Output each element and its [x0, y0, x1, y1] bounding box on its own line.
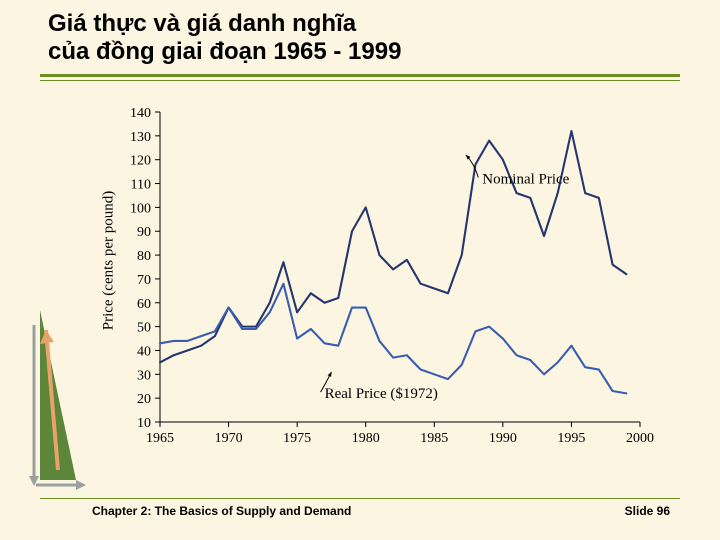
- svg-text:Nominal Price: Nominal Price: [482, 172, 569, 188]
- svg-text:1995: 1995: [557, 431, 585, 446]
- svg-text:10: 10: [137, 416, 151, 431]
- svg-text:20: 20: [137, 392, 151, 407]
- svg-text:140: 140: [130, 106, 151, 121]
- svg-text:1975: 1975: [283, 431, 311, 446]
- svg-text:1990: 1990: [489, 431, 517, 446]
- svg-text:110: 110: [131, 178, 151, 193]
- footer-rule: [40, 498, 680, 499]
- footer-right-text: Slide 96: [625, 504, 670, 518]
- svg-text:70: 70: [137, 273, 151, 288]
- svg-text:80: 80: [137, 249, 151, 264]
- chart-svg: 10 20 30 40 50 60 70 80 90 100 110 120 130 140 1965 197…: [100, 100, 660, 460]
- title-line1: Giá thực và giá danh nghĩa: [48, 10, 356, 37]
- svg-text:40: 40: [137, 344, 151, 359]
- title-block: Giá thực và giá danh nghĩa của đồng giai…: [48, 10, 680, 65]
- slide-title: Giá thực và giá danh nghĩa của đồng giai…: [48, 10, 680, 65]
- title-rule-thin: [40, 80, 680, 81]
- svg-text:2000: 2000: [626, 431, 654, 446]
- svg-text:1965: 1965: [146, 431, 174, 446]
- title-line2: của đồng giai đoạn 1965 - 1999: [48, 38, 401, 65]
- footer-left-text: Chapter 2: The Basics of Supply and Dema…: [92, 504, 351, 518]
- slide: Giá thực và giá danh nghĩa của đồng giai…: [0, 0, 720, 540]
- svg-text:130: 130: [130, 130, 151, 145]
- svg-text:50: 50: [137, 321, 151, 336]
- title-rule-thick: [40, 74, 680, 77]
- svg-text:120: 120: [130, 154, 151, 169]
- footer: Chapter 2: The Basics of Supply and Dema…: [0, 498, 720, 522]
- chart: Price (cents per pound) 10 20 30 40 50 60 70 80…: [100, 100, 660, 460]
- svg-text:100: 100: [130, 201, 151, 216]
- svg-text:1985: 1985: [420, 431, 448, 446]
- svg-text:1970: 1970: [215, 431, 243, 446]
- svg-text:1980: 1980: [352, 431, 380, 446]
- svg-text:90: 90: [137, 225, 151, 240]
- svg-text:Real Price ($1972): Real Price ($1972): [325, 386, 438, 402]
- svg-text:60: 60: [137, 297, 151, 312]
- svg-text:30: 30: [137, 368, 151, 383]
- y-axis-label: Price (cents per pound): [100, 100, 118, 420]
- corner-decoration: [28, 300, 98, 500]
